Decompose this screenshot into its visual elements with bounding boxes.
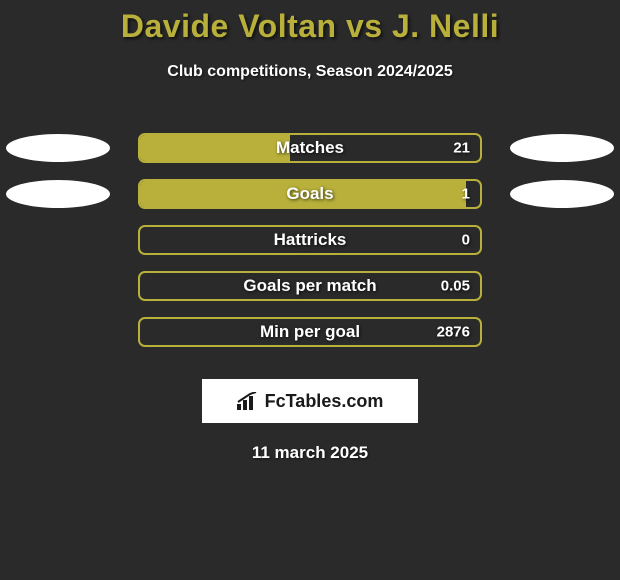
stat-row-matches: Matches 21 bbox=[0, 125, 620, 171]
stat-bar-fill bbox=[140, 135, 290, 161]
stat-label: Min per goal bbox=[260, 322, 360, 342]
stat-label: Goals bbox=[286, 184, 333, 204]
logo-box: FcTables.com bbox=[202, 379, 418, 423]
stat-bar: Goals 1 bbox=[138, 179, 482, 209]
player1-marker bbox=[6, 134, 110, 162]
stat-label: Matches bbox=[276, 138, 344, 158]
stat-label: Goals per match bbox=[243, 276, 376, 296]
player2-marker bbox=[510, 180, 614, 208]
bar-chart-icon bbox=[237, 392, 259, 410]
logo-text: FcTables.com bbox=[265, 391, 384, 412]
stat-value: 0.05 bbox=[441, 278, 470, 295]
player1-marker bbox=[6, 180, 110, 208]
stat-value: 2876 bbox=[437, 324, 470, 341]
subtitle: Club competitions, Season 2024/2025 bbox=[0, 63, 620, 81]
stat-bar: Hattricks 0 bbox=[138, 225, 482, 255]
page-title: Davide Voltan vs J. Nelli bbox=[0, 0, 620, 45]
stat-row-goals-per-match: Goals per match 0.05 bbox=[0, 263, 620, 309]
player2-marker bbox=[510, 134, 614, 162]
stat-value: 0 bbox=[462, 232, 470, 249]
stat-bar: Min per goal 2876 bbox=[138, 317, 482, 347]
stat-row-hattricks: Hattricks 0 bbox=[0, 217, 620, 263]
date-text: 11 march 2025 bbox=[0, 443, 620, 463]
stat-bar: Matches 21 bbox=[138, 133, 482, 163]
stat-bar: Goals per match 0.05 bbox=[138, 271, 482, 301]
stat-row-goals: Goals 1 bbox=[0, 171, 620, 217]
stat-row-min-per-goal: Min per goal 2876 bbox=[0, 309, 620, 355]
stat-label: Hattricks bbox=[274, 230, 347, 250]
stat-value: 21 bbox=[453, 140, 470, 157]
stat-value: 1 bbox=[462, 186, 470, 203]
stats-area: Matches 21 Goals 1 Hattricks 0 Goals per… bbox=[0, 125, 620, 355]
